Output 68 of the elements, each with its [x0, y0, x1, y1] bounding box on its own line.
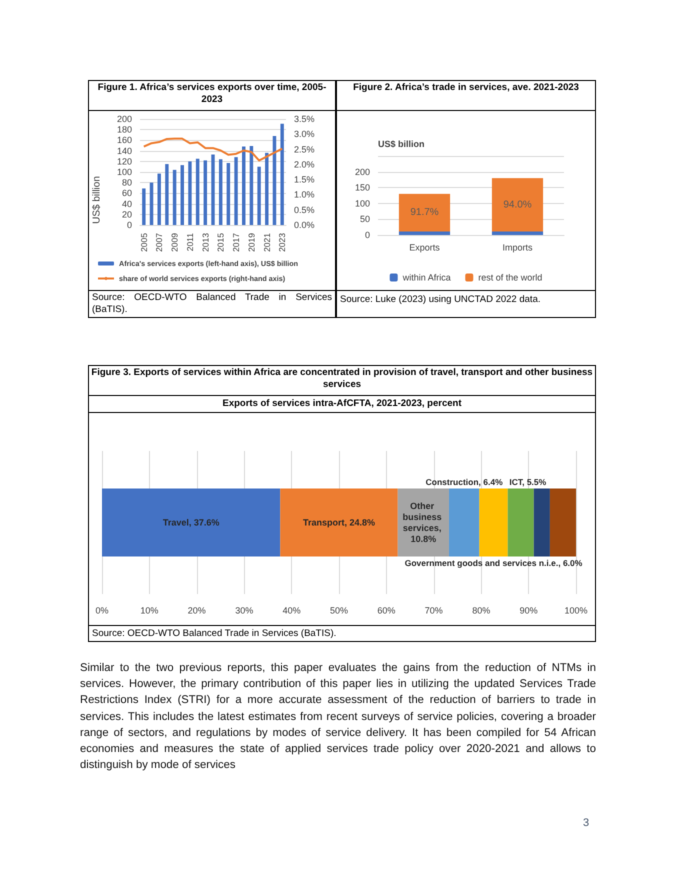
y-tick-label: 100: [116, 167, 132, 177]
y2-tick-label: 0.5%: [294, 204, 315, 215]
y-tick-label: 200: [116, 114, 132, 124]
data-label: ICT, 5.5%: [509, 477, 547, 487]
x-tick-label: 90%: [520, 606, 538, 616]
y-axis-title: US$ billion: [378, 139, 425, 149]
x-tick-label: 2021: [262, 232, 272, 252]
x-tick-label: 2019: [246, 232, 256, 252]
y2-tick-label: 3.5%: [294, 114, 315, 124]
y2-tick-label: 3.0%: [294, 129, 315, 140]
source-note: Source: OECD-WTO Balanced Trade in Services (BaTIS).: [92, 292, 332, 316]
annotation: 91.7%: [410, 207, 439, 218]
x-tick-label: 2007: [154, 232, 164, 252]
annotation: 94.0%: [503, 199, 532, 210]
y-tick-label: 100: [354, 198, 370, 208]
y-tick-label: 180: [116, 124, 132, 135]
x-tick-label: 60%: [377, 606, 396, 616]
y-tick-label: 80: [122, 178, 132, 188]
x-tick-label: 20%: [188, 606, 206, 616]
chart-title: Figure 2. Africa’s trade in services, ave. 2021-2023: [352, 82, 580, 94]
y2-tick-label: 1.5%: [294, 174, 315, 185]
chart-title: Figure 3. Exports of services within Africa are concentrated in provision of travel, transport and other business services: [90, 367, 594, 391]
x-tick-label: 2013: [200, 232, 210, 252]
x-tick-label: 2011: [184, 232, 195, 252]
y2-tick-label: 2.5%: [294, 144, 315, 154]
data-label: Transport, 24.8%: [302, 518, 376, 528]
text: 3: [583, 817, 590, 829]
x-tick-label: 2005: [138, 232, 149, 252]
y-tick-label: 60: [122, 188, 132, 198]
data-label: Government goods and services n.i.e., 6.0%: [404, 558, 583, 568]
x-tick-label: 2023: [277, 232, 288, 252]
x-tick-label: 0%: [95, 606, 109, 616]
data-label: Construction, 6.4%: [426, 477, 504, 487]
x-tick-label: 100%: [564, 606, 588, 616]
y-tick-label: 160: [116, 135, 132, 146]
source-note: Source: OECD-WTO Balanced Trade in Services (BaTIS).: [92, 628, 338, 640]
text: Similar to the two previous reports, this paper evaluates the gains from the reduction of NTMs in services. However, the primary contribution of this paper lies in utilizing the updated Services Trade Restrictions Index (STRI) for a more accurate assessment of the reduction of barriers to trade in services. This includes the latest estimates from recent surveys of service policies, covering a broader range of sectors, and regulations by modes of service delivery. It has been compiled for 54 African economies and measures the state of applied services trade policy over 2020-2021 and allows to distinguish by mode of services: [80, 661, 596, 774]
x-tick-label: 2017: [231, 232, 242, 252]
x-tick-label: 30%: [235, 606, 254, 616]
y-tick-label: 140: [116, 146, 132, 156]
x-tick-label: 40%: [282, 606, 301, 616]
y2-tick-label: 1.0%: [294, 190, 315, 200]
y-tick-label: 40: [122, 198, 132, 209]
y-tick-label: 200: [354, 166, 370, 177]
y-axis-title: US$ billion: [92, 176, 102, 224]
x-tick-label: 2009: [170, 232, 180, 252]
data-label: Travel, 37.6%: [162, 518, 220, 528]
data-label: Other business services, 10.8%: [402, 501, 444, 544]
y-tick-label: 20: [122, 209, 132, 220]
x-tick-label: 80%: [472, 606, 490, 616]
chart-title: Figure 1. Africa’s services exports over time, 2005-2023: [96, 82, 328, 106]
x-tick-label: 10%: [140, 606, 158, 616]
legend-label: within Africa: [402, 272, 451, 282]
x-tick-label: 50%: [330, 606, 348, 616]
x-tick-label: Imports: [502, 242, 533, 252]
x-tick-label: 70%: [424, 606, 443, 616]
y-tick-label: 0: [126, 220, 132, 230]
legend-label: rest of the world: [478, 272, 542, 282]
y2-tick-label: 0.0%: [294, 220, 315, 230]
x-tick-label: Exports: [409, 242, 440, 252]
source-note: Source: Luke (2023) using UNCTAD 2022 data.: [340, 294, 542, 306]
y-tick-label: 150: [354, 182, 370, 193]
y2-tick-label: 2.0%: [294, 159, 315, 170]
x-tick-label: 2015: [216, 232, 226, 252]
y-tick-label: 0: [364, 230, 370, 240]
y-tick-label: 120: [116, 156, 132, 166]
y-tick-label: 50: [360, 214, 370, 224]
chart-subtitle: Exports of services intra-AfCFTA, 2021-2023, percent: [222, 398, 462, 410]
